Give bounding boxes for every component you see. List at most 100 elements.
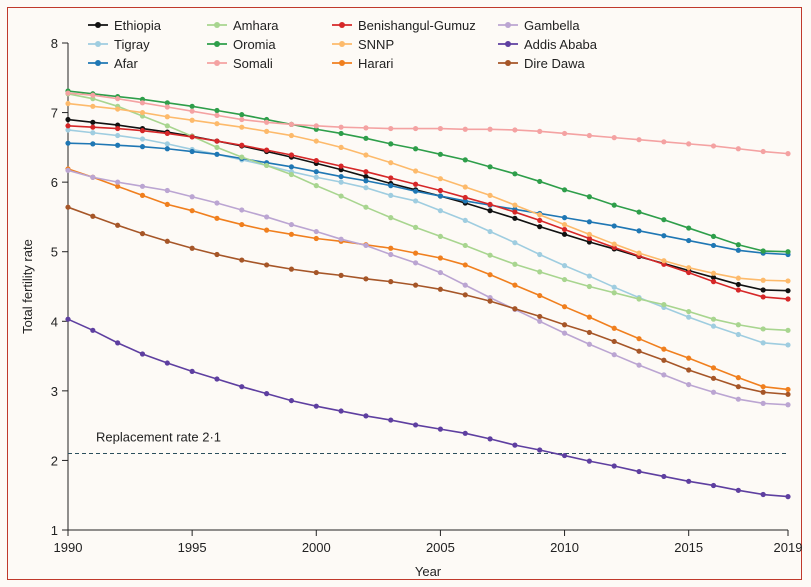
legend-label: Addis Ababa [524,37,598,52]
data-point [537,217,543,224]
data-point [338,179,344,185]
y-tick-label: 8 [51,36,58,51]
data-point [661,258,667,264]
y-ticks: 1 2 3 4 5 6 7 8 [51,36,68,538]
y-tick-label: 2 [51,453,58,468]
data-point [586,194,592,200]
data-point [437,426,444,432]
data-point [164,141,170,147]
data-point [760,400,766,406]
legend-label: Dire Dawa [524,56,585,71]
data-point [735,331,741,338]
data-point [65,167,71,173]
series-line-afar [67,142,789,256]
data-point [90,124,96,130]
data-point [338,144,344,150]
y-tick-label: 1 [51,523,58,538]
data-point [363,242,369,249]
data-point [735,247,741,253]
data-point [735,146,741,152]
data-point [462,217,468,224]
x-tick-label: 1990 [54,540,83,555]
data-point [636,362,642,368]
data-point [487,272,493,278]
data-point [537,224,543,230]
data-point [288,266,295,272]
data-point [338,163,344,169]
data-point [363,276,369,282]
data-point [487,164,493,170]
data-point [115,125,121,132]
data-point [561,221,568,228]
data-point [611,338,617,345]
data-point [437,125,444,132]
data-point [760,389,766,395]
data-point [90,103,96,109]
data-point [164,114,170,120]
data-point [388,417,394,423]
data-point [586,132,592,139]
data-point [164,187,170,194]
data-point [139,128,146,134]
data-point [735,322,741,328]
data-point [586,341,592,347]
data-point [487,228,493,235]
data-point [686,225,692,231]
data-point [785,288,791,294]
data-point [760,248,766,254]
legend-item-gambella: Gambella [498,18,580,33]
data-point [735,281,741,288]
data-point [611,463,617,469]
x-ticks: 1990 1995 2000 2005 2010 2015 2019 [54,530,802,555]
legend-label: Benishangul-Gumuz [358,18,476,33]
data-point [586,235,592,242]
data-point [586,314,592,320]
data-point [139,192,146,198]
data-point [437,176,444,182]
data-point [412,250,419,256]
data-point [363,185,369,191]
data-point [586,231,592,237]
data-point [264,391,270,397]
data-point [785,342,791,348]
data-point [164,360,170,366]
data-point [288,221,295,228]
data-point [115,142,121,148]
series-oromia [65,88,791,255]
data-point [65,116,71,123]
data-point [214,251,220,258]
data-point [487,201,493,208]
data-point [735,384,741,390]
data-point [512,202,518,208]
data-point [239,221,245,228]
data-point [338,193,344,199]
legend-swatch-marker [505,60,511,66]
data-point [437,233,444,240]
data-point [363,135,369,141]
data-point [760,277,766,283]
data-point [288,121,295,127]
data-point [388,215,394,221]
data-point [512,127,518,133]
x-tick-label: 2010 [550,540,579,555]
data-point [611,325,617,331]
data-point [264,119,270,125]
replacement-rate-reference: Replacement rate 2·1 [68,429,788,454]
data-point [537,447,543,453]
data-point [537,313,543,320]
data-point [686,269,692,276]
data-point [785,391,791,397]
data-point [338,173,344,180]
data-point [462,242,468,249]
y-tick-label: 4 [51,314,58,329]
data-point [139,144,146,150]
legend-item-amhara: Amhara [207,18,279,33]
x-tick-label: 2005 [426,540,455,555]
x-tick-label: 1995 [178,540,207,555]
data-point [65,204,71,210]
data-point [139,109,146,116]
data-point [313,157,319,164]
data-point [189,148,195,155]
data-point [288,164,295,170]
